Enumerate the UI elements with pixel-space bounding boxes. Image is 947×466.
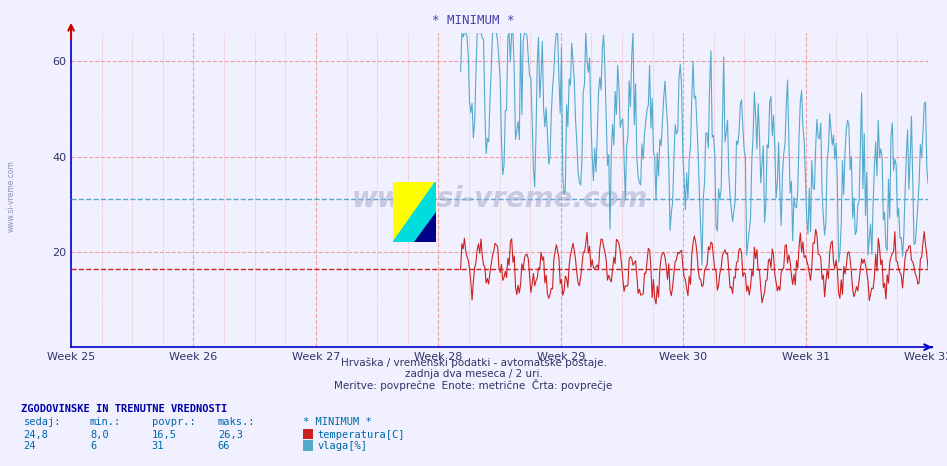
Text: 66: 66 — [218, 441, 230, 451]
Text: 8,0: 8,0 — [90, 430, 109, 439]
Text: 26,3: 26,3 — [218, 430, 242, 439]
Polygon shape — [393, 182, 436, 242]
Polygon shape — [414, 212, 436, 242]
Text: 6: 6 — [90, 441, 97, 451]
Text: 16,5: 16,5 — [152, 430, 176, 439]
Text: 24: 24 — [24, 441, 36, 451]
Text: Hrvaška / vremenski podatki - avtomatske postaje.: Hrvaška / vremenski podatki - avtomatske… — [341, 357, 606, 368]
Text: www.si-vreme.com: www.si-vreme.com — [7, 160, 16, 232]
Text: min.:: min.: — [90, 418, 121, 427]
Text: Meritve: povprečne  Enote: metrične  Črta: povprečje: Meritve: povprečne Enote: metrične Črta:… — [334, 379, 613, 391]
Text: www.si-vreme.com: www.si-vreme.com — [351, 185, 648, 213]
Text: vlaga[%]: vlaga[%] — [317, 441, 367, 451]
Text: temperatura[C]: temperatura[C] — [317, 430, 404, 439]
Text: maks.:: maks.: — [218, 418, 256, 427]
Text: sedaj:: sedaj: — [24, 418, 62, 427]
Polygon shape — [393, 182, 436, 242]
Text: ZGODOVINSKE IN TRENUTNE VREDNOSTI: ZGODOVINSKE IN TRENUTNE VREDNOSTI — [21, 404, 227, 414]
Text: * MINIMUM *: * MINIMUM * — [303, 418, 372, 427]
Text: 24,8: 24,8 — [24, 430, 48, 439]
Text: zadnja dva meseca / 2 uri.: zadnja dva meseca / 2 uri. — [404, 370, 543, 379]
Text: * MINIMUM *: * MINIMUM * — [432, 14, 515, 27]
Text: povpr.:: povpr.: — [152, 418, 195, 427]
Text: 31: 31 — [152, 441, 164, 451]
